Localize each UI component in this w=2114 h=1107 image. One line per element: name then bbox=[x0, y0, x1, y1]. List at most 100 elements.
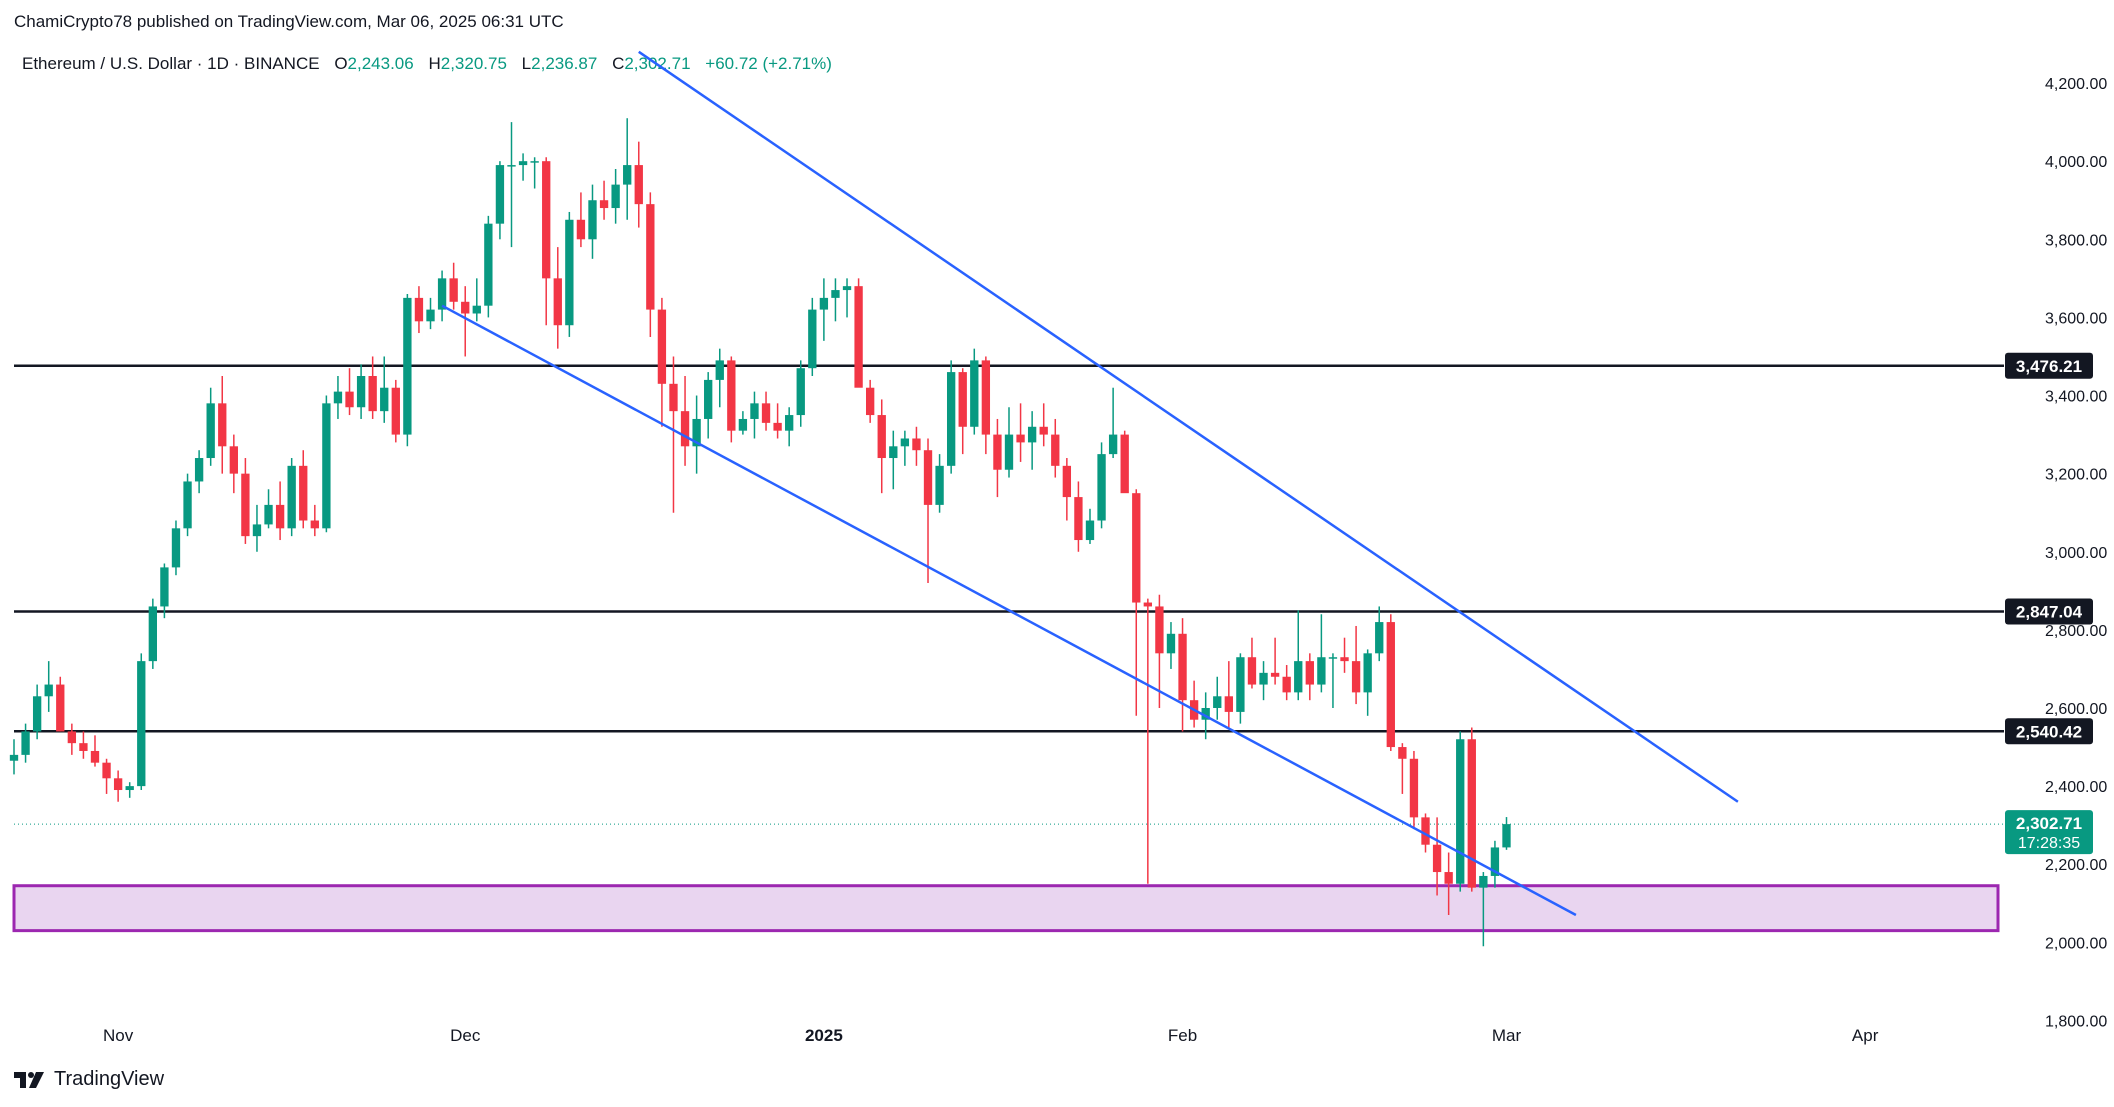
candle-body bbox=[1375, 622, 1384, 654]
candle-body bbox=[449, 278, 458, 302]
price-axis[interactable]: 1,800.00 2,000.00 2,200.00 2,400.00 2,600.00… bbox=[2005, 76, 2107, 1030]
candle-body bbox=[727, 360, 736, 431]
candle-body bbox=[588, 200, 597, 240]
price-tick-label: 2,400.00 bbox=[2045, 779, 2107, 796]
price-tick-label: 1,800.00 bbox=[2045, 1013, 2107, 1030]
candle-body bbox=[1270, 672, 1280, 677]
candle-body bbox=[437, 278, 447, 310]
price-tick-label: 3,600.00 bbox=[2045, 310, 2107, 327]
level-price-label: 3,476.21 bbox=[2016, 357, 2082, 376]
symbol-title[interactable]: Ethereum / U.S. Dollar · 1D · BINANCE bbox=[22, 54, 320, 73]
time-tick-label: Feb bbox=[1168, 1026, 1197, 1045]
candle-body bbox=[1213, 696, 1222, 708]
candle-body bbox=[368, 376, 377, 412]
candle-body bbox=[414, 297, 424, 322]
candle-body bbox=[970, 360, 979, 427]
candle-body bbox=[1386, 622, 1395, 748]
candle-body bbox=[275, 504, 285, 529]
support-zone bbox=[12, 884, 2000, 933]
candle-body bbox=[160, 567, 169, 607]
candle-body bbox=[646, 204, 655, 310]
candle-body bbox=[854, 286, 863, 388]
candle-body bbox=[680, 411, 690, 447]
high-label: H bbox=[428, 54, 441, 73]
candle-body bbox=[1328, 657, 1338, 659]
time-axis[interactable]: Nov Dec 2025 Feb Mar Apr bbox=[103, 1026, 1879, 1045]
candle-body bbox=[611, 184, 620, 209]
candle-body bbox=[1027, 426, 1037, 443]
open-value: 2,243.06 bbox=[347, 54, 414, 73]
candle-body bbox=[1456, 739, 1465, 884]
time-tick-label: Apr bbox=[1852, 1026, 1879, 1045]
candle-body bbox=[125, 786, 134, 791]
candle-body bbox=[90, 750, 100, 763]
price-tick-label: 3,800.00 bbox=[2045, 232, 2107, 249]
low-label: L bbox=[521, 54, 532, 73]
candle-body bbox=[576, 219, 586, 240]
candle-body bbox=[1051, 434, 1060, 466]
candle-body bbox=[1444, 872, 1453, 884]
high-value: 2,320.75 bbox=[440, 54, 507, 73]
change-value: +60.72 (+2.71%) bbox=[705, 54, 832, 73]
candle-body bbox=[21, 731, 30, 755]
tradingview-logo-icon bbox=[14, 1070, 48, 1090]
candle-body bbox=[946, 372, 956, 466]
time-tick-label: Dec bbox=[450, 1026, 481, 1045]
candle-body bbox=[819, 297, 829, 310]
candle-body bbox=[958, 372, 967, 427]
candle-body bbox=[113, 778, 123, 791]
candle-body bbox=[484, 223, 493, 306]
level-price-badge bbox=[2005, 352, 2093, 379]
candle-body bbox=[426, 309, 435, 322]
price-tick-label: 4,200.00 bbox=[2045, 76, 2107, 93]
candle-body bbox=[657, 309, 667, 384]
price-tick-label: 3,400.00 bbox=[2045, 389, 2107, 406]
candle-body bbox=[1305, 661, 1314, 685]
low-value: 2,236.87 bbox=[531, 54, 598, 73]
candle-body bbox=[1351, 661, 1361, 693]
candle-body bbox=[761, 403, 771, 423]
candle-body bbox=[287, 465, 296, 529]
candle-body bbox=[1490, 847, 1500, 876]
candle-body bbox=[252, 524, 262, 537]
candle-body bbox=[993, 434, 1002, 470]
candle-body bbox=[1224, 696, 1233, 712]
candle-body bbox=[1317, 657, 1326, 685]
candle-body bbox=[194, 458, 204, 482]
price-tick-label: 2,800.00 bbox=[2045, 623, 2107, 640]
candle-body bbox=[356, 376, 366, 408]
candle-body bbox=[518, 161, 528, 166]
price-tick-label: 3,200.00 bbox=[2045, 467, 2107, 484]
candle-body bbox=[715, 360, 724, 380]
candle-body bbox=[912, 438, 921, 451]
candle-body bbox=[67, 731, 77, 744]
tradingview-brand: TradingView bbox=[54, 1068, 165, 1090]
candle-body bbox=[542, 161, 551, 279]
candles-layer bbox=[9, 118, 1511, 947]
candle-body bbox=[391, 387, 400, 435]
candle-body bbox=[599, 200, 609, 209]
candle-body bbox=[704, 379, 713, 419]
candle-body bbox=[796, 368, 805, 416]
candle-body bbox=[1097, 454, 1106, 521]
candle-body bbox=[1340, 657, 1349, 662]
candle-body bbox=[1247, 657, 1257, 685]
candle-body bbox=[1132, 493, 1141, 603]
candle-body bbox=[785, 415, 794, 431]
trendline-1 bbox=[441, 304, 1577, 917]
footer: TradingView bbox=[14, 1068, 164, 1091]
candle-body bbox=[889, 446, 898, 459]
candle-body bbox=[345, 391, 354, 408]
candle-body bbox=[1409, 758, 1419, 818]
candle-body bbox=[877, 415, 886, 459]
candle-body bbox=[333, 391, 343, 404]
candle-body bbox=[229, 446, 238, 474]
candle-body bbox=[1282, 676, 1291, 693]
candle-body bbox=[44, 684, 53, 697]
candle-body bbox=[1155, 606, 1164, 654]
candle-body bbox=[79, 743, 88, 751]
support-zone-layer bbox=[12, 884, 2000, 933]
candle-body bbox=[1178, 633, 1187, 701]
candle-body bbox=[1236, 657, 1245, 712]
